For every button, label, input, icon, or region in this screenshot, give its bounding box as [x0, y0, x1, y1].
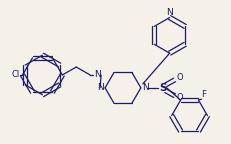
Text: S: S: [159, 83, 167, 93]
Text: N: N: [94, 70, 100, 79]
Text: N: N: [142, 83, 149, 92]
Text: N: N: [166, 7, 173, 17]
Text: F: F: [201, 90, 206, 99]
Text: O: O: [177, 93, 183, 102]
Text: N: N: [97, 83, 104, 92]
Text: Cl: Cl: [11, 70, 20, 79]
Text: O: O: [177, 73, 183, 83]
